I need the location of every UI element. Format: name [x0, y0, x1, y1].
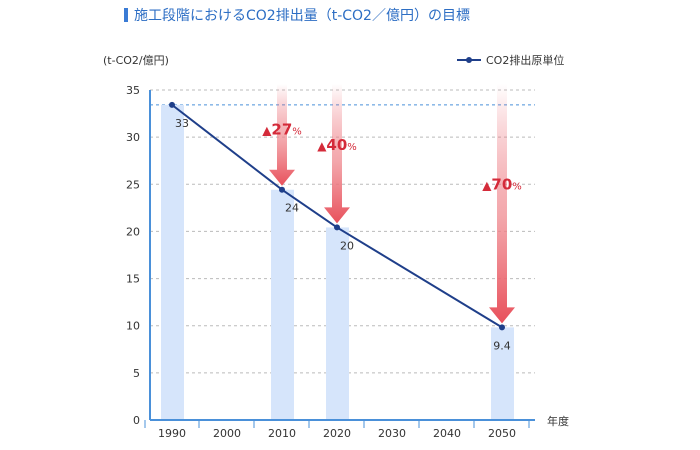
y-tick-label-35: 35 [126, 84, 140, 97]
x-tick-label-2020: 2020 [323, 427, 351, 440]
reduction-label-2010: ▲27% [262, 121, 302, 139]
x-tick-label-2040: 2040 [433, 427, 461, 440]
y-axis-unit-label: (t-CO2/億円) [103, 54, 169, 67]
bar-1990 [161, 104, 184, 420]
x-axis-title: 年度 [547, 414, 569, 428]
reduction-arrow-2050 [489, 84, 515, 324]
reduction-label-2020: ▲40% [317, 136, 357, 154]
data-label-1990: 33 [175, 117, 189, 130]
x-tick-label-1990: 1990 [158, 427, 186, 440]
y-tick-label-15: 15 [126, 273, 140, 286]
chart-title: 施工段階におけるCO2排出量（t-CO2／億円）の目標 [134, 8, 470, 24]
x-tick-label-2000: 2000 [213, 427, 241, 440]
data-point-2010 [279, 186, 285, 193]
reduction-arrow-2020 [324, 84, 350, 224]
data-point-2020 [334, 224, 340, 231]
data-point-2050 [499, 324, 505, 331]
y-tick-label-0: 0 [133, 414, 140, 427]
series-line [171, 104, 503, 329]
y-tick-label-20: 20 [126, 225, 140, 238]
title-accent-bar [124, 8, 128, 22]
bar-2010 [271, 189, 294, 420]
y-tick-label-5: 5 [133, 367, 140, 380]
data-label-2020: 20 [340, 239, 354, 252]
bar-2020 [326, 227, 349, 420]
data-label-2050: 9.4 [493, 339, 511, 352]
legend-label: CO2排出原単位 [486, 54, 565, 67]
data-label-2010: 24 [285, 202, 299, 215]
reduction-label-2050: ▲70% [482, 176, 522, 194]
x-tick-label-2010: 2010 [268, 427, 296, 440]
x-tick-label-2050: 2050 [488, 427, 516, 440]
data-point-1990 [169, 101, 175, 108]
bar-2050 [491, 327, 514, 420]
y-tick-label-10: 10 [126, 320, 140, 333]
y-tick-label-25: 25 [126, 178, 140, 191]
y-tick-label-30: 30 [126, 131, 140, 144]
legend: CO2排出原単位 [456, 52, 564, 68]
reduction-arrow-2010 [269, 84, 295, 186]
legend-line-marker-icon [457, 57, 481, 63]
x-tick-label-2030: 2030 [378, 427, 406, 440]
